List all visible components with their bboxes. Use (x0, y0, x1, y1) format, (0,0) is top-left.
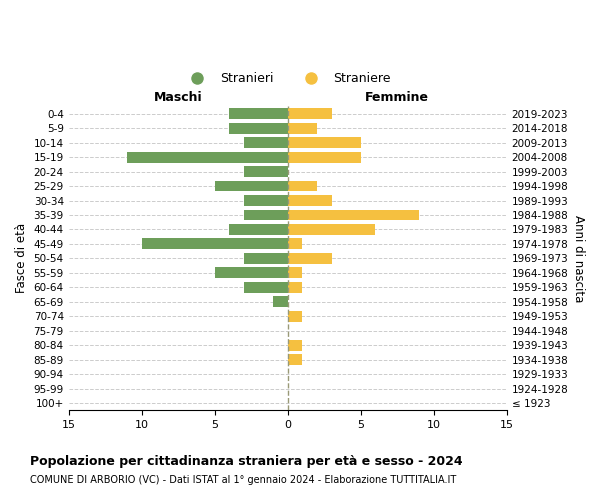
Bar (273, 296, 287, 307)
Bar (215, 180, 287, 192)
Bar (244, 137, 287, 148)
Bar (229, 224, 287, 235)
Bar (287, 340, 302, 350)
Bar (287, 268, 302, 278)
Bar (244, 253, 287, 264)
Bar (229, 108, 287, 119)
Text: Femmine: Femmine (365, 90, 429, 104)
Legend: Stranieri, Straniere: Stranieri, Straniere (179, 67, 395, 90)
Bar (244, 210, 287, 220)
Text: COMUNE DI ARBORIO (VC) - Dati ISTAT al 1° gennaio 2024 - Elaborazione TUTTITALIA: COMUNE DI ARBORIO (VC) - Dati ISTAT al 1… (30, 475, 456, 485)
Bar (127, 152, 287, 162)
Bar (142, 238, 287, 250)
Bar (287, 210, 419, 220)
Bar (229, 123, 287, 134)
Bar (244, 282, 287, 292)
Text: Popolazione per cittadinanza straniera per età e sesso - 2024: Popolazione per cittadinanza straniera p… (30, 455, 463, 468)
Bar (287, 123, 317, 134)
Y-axis label: Anni di nascita: Anni di nascita (572, 214, 585, 302)
Bar (287, 224, 376, 235)
Bar (287, 253, 331, 264)
Bar (287, 108, 331, 119)
Bar (215, 268, 287, 278)
Bar (287, 180, 317, 192)
Y-axis label: Fasce di età: Fasce di età (15, 224, 28, 294)
Bar (244, 195, 287, 206)
Bar (287, 238, 302, 250)
Bar (287, 311, 302, 322)
Text: Maschi: Maschi (154, 90, 202, 104)
Bar (287, 195, 331, 206)
Bar (287, 137, 361, 148)
Bar (244, 166, 287, 177)
Bar (287, 282, 302, 292)
Bar (287, 354, 302, 365)
Bar (287, 152, 361, 162)
